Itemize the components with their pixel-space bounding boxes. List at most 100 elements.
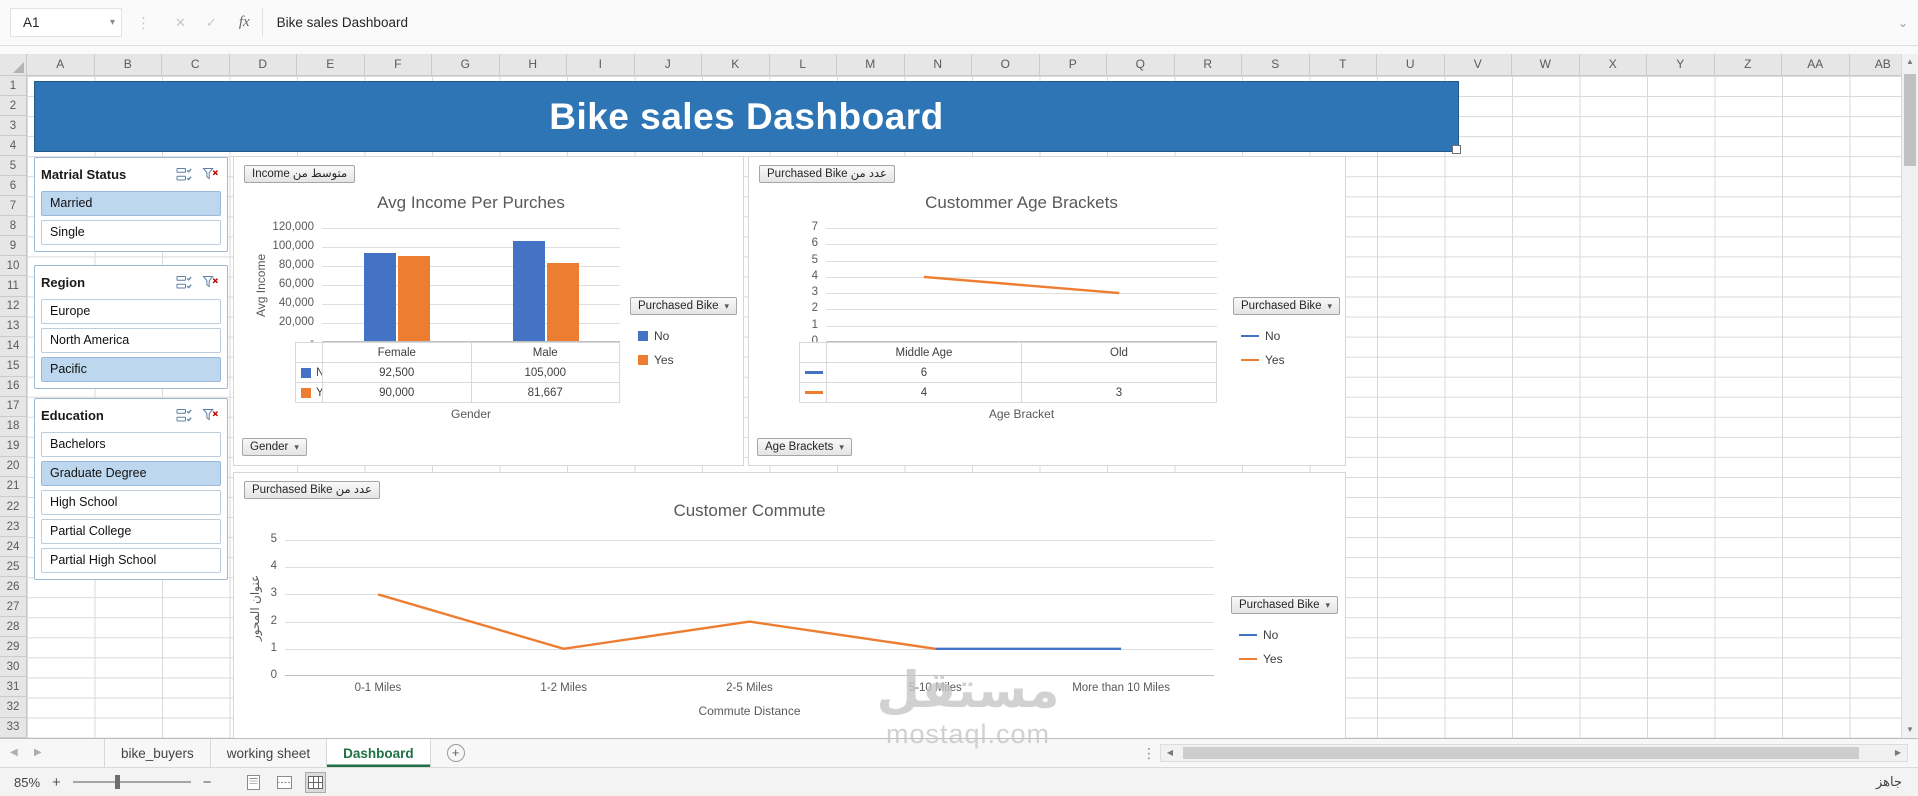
row-header-19[interactable]: 19	[0, 437, 26, 457]
row-header-1[interactable]: 1	[0, 76, 26, 97]
column-header-g[interactable]: G	[432, 54, 500, 75]
column-header-s[interactable]: S	[1242, 54, 1310, 75]
sheet-tab-dashboard[interactable]: Dashboard	[327, 739, 431, 767]
legend-entry-yes[interactable]: Yes	[638, 353, 674, 367]
row-header-33[interactable]: 33	[0, 718, 26, 738]
column-header-r[interactable]: R	[1175, 54, 1242, 75]
row-header-2[interactable]: 2	[0, 96, 26, 117]
slicer-item-bachelors[interactable]: Bachelors	[41, 432, 221, 457]
row-header-28[interactable]: 28	[0, 617, 26, 638]
tabbar-dots-icon[interactable]: ⋮	[1142, 745, 1156, 761]
scroll-down-icon[interactable]: ▼	[1906, 725, 1914, 734]
zoom-level[interactable]: 85%	[14, 774, 41, 790]
enter-icon[interactable]: ✓	[205, 14, 217, 30]
page-layout-view-icon[interactable]	[244, 773, 263, 792]
scroll-left-icon[interactable]: ◀	[1166, 748, 1174, 757]
multi-select-icon[interactable]	[173, 165, 195, 183]
column-header-k[interactable]: K	[702, 54, 770, 75]
row-header-21[interactable]: 21	[0, 477, 26, 497]
tabs-scroll-right-icon[interactable]: ▶	[34, 747, 42, 758]
values-field-button[interactable]: متوسط من Income	[244, 165, 356, 183]
row-header-24[interactable]: 24	[0, 537, 26, 558]
zoom-in-button[interactable]: +	[52, 773, 61, 791]
multi-select-icon[interactable]	[173, 273, 195, 291]
row-header-3[interactable]: 3	[0, 116, 26, 137]
scroll-up-icon[interactable]: ▲	[1906, 57, 1914, 66]
row-header-7[interactable]: 7	[0, 196, 26, 217]
column-header-d[interactable]: D	[230, 54, 297, 75]
sheet-tab-bike-buyers[interactable]: bike_buyers	[104, 739, 211, 767]
row-header-11[interactable]: 11	[0, 276, 26, 297]
sheet-tab-working-sheet[interactable]: working sheet	[211, 739, 328, 767]
normal-view-icon[interactable]	[304, 771, 326, 793]
column-header-t[interactable]: T	[1310, 54, 1377, 75]
column-header-u[interactable]: U	[1377, 54, 1445, 75]
formula-input[interactable]: Bike sales Dashboard	[276, 15, 408, 30]
row-header-23[interactable]: 23	[0, 517, 26, 538]
row-header-5[interactable]: 5	[0, 156, 26, 177]
legend-field-button[interactable]: Purchased Bike ▾	[630, 297, 738, 315]
row-header-27[interactable]: 27	[0, 597, 26, 618]
vertical-scroll-thumb[interactable]	[1904, 74, 1916, 166]
name-box[interactable]: A1 ▾	[10, 8, 122, 37]
column-header-o[interactable]: O	[972, 54, 1040, 75]
tabs-scroll-left-icon[interactable]: ◀	[10, 747, 18, 758]
column-header-x[interactable]: X	[1580, 54, 1647, 75]
column-header-l[interactable]: L	[770, 54, 837, 75]
dashboard-title-banner[interactable]: Bike sales Dashboard	[34, 81, 1461, 154]
axis-field-button[interactable]: Age Brackets ▾	[757, 438, 852, 456]
row-header-10[interactable]: 10	[0, 256, 26, 277]
legend-entry-yes[interactable]: Yes	[1239, 652, 1283, 666]
sheet-area[interactable]: Bike sales Dashboard Matrial Status Marri…	[27, 76, 1901, 738]
selection-handle[interactable]	[1452, 145, 1461, 154]
row-header-4[interactable]: 4	[0, 136, 26, 157]
column-header-b[interactable]: B	[95, 54, 162, 75]
slicer-item-north-america[interactable]: North America	[41, 328, 221, 353]
row-header-31[interactable]: 31	[0, 677, 26, 698]
zoom-slider-thumb[interactable]	[114, 775, 120, 789]
values-field-button[interactable]: عدد من Purchased Bike	[759, 165, 895, 183]
select-all-button[interactable]	[0, 54, 27, 76]
cancel-icon[interactable]: ✕	[175, 14, 186, 30]
clear-filter-icon[interactable]	[199, 406, 221, 424]
row-header-13[interactable]: 13	[0, 317, 26, 337]
row-header-6[interactable]: 6	[0, 176, 26, 197]
row-header-14[interactable]: 14	[0, 337, 26, 357]
zoom-out-button[interactable]: −	[202, 773, 212, 791]
insert-function-icon[interactable]: fx	[238, 14, 250, 30]
column-header-p[interactable]: P	[1040, 54, 1107, 75]
row-header-12[interactable]: 12	[0, 297, 26, 317]
row-header-25[interactable]: 25	[0, 557, 26, 578]
column-header-e[interactable]: E	[297, 54, 365, 75]
clear-filter-icon[interactable]	[199, 165, 221, 183]
column-header-v[interactable]: V	[1445, 54, 1512, 75]
legend-entry-no[interactable]: No	[1239, 628, 1278, 642]
column-header-q[interactable]: Q	[1107, 54, 1175, 75]
column-header-j[interactable]: J	[635, 54, 702, 75]
column-header-m[interactable]: M	[837, 54, 905, 75]
page-break-view-icon[interactable]	[275, 773, 294, 792]
column-header-h[interactable]: H	[500, 54, 567, 75]
column-header-c[interactable]: C	[162, 54, 230, 75]
slicer-item-europe[interactable]: Europe	[41, 299, 221, 324]
legend-field-button[interactable]: Purchased Bike ▾	[1231, 596, 1339, 614]
column-header-a[interactable]: A	[27, 54, 95, 75]
row-header-17[interactable]: 17	[0, 397, 26, 417]
legend-entry-yes[interactable]: Yes	[1241, 353, 1285, 367]
slicer-item-high-school[interactable]: High School	[41, 490, 221, 515]
legend-field-button[interactable]: Purchased Bike ▾	[1233, 297, 1341, 315]
multi-select-icon[interactable]	[173, 406, 195, 424]
column-header-ab[interactable]: AB	[1850, 54, 1902, 75]
legend-entry-no[interactable]: No	[1241, 329, 1280, 343]
slicer-item-single[interactable]: Single	[41, 220, 221, 245]
row-header-29[interactable]: 29	[0, 637, 26, 658]
row-header-8[interactable]: 8	[0, 216, 26, 237]
slicer-item-partial-high-school[interactable]: Partial High School	[41, 548, 221, 573]
name-box-dropdown-icon[interactable]: ▾	[109, 17, 115, 28]
column-header-f[interactable]: F	[365, 54, 432, 75]
column-header-aa[interactable]: AA	[1782, 54, 1850, 75]
row-header-32[interactable]: 32	[0, 697, 26, 718]
row-header-20[interactable]: 20	[0, 457, 26, 477]
row-header-9[interactable]: 9	[0, 236, 26, 257]
column-header-i[interactable]: I	[567, 54, 635, 75]
